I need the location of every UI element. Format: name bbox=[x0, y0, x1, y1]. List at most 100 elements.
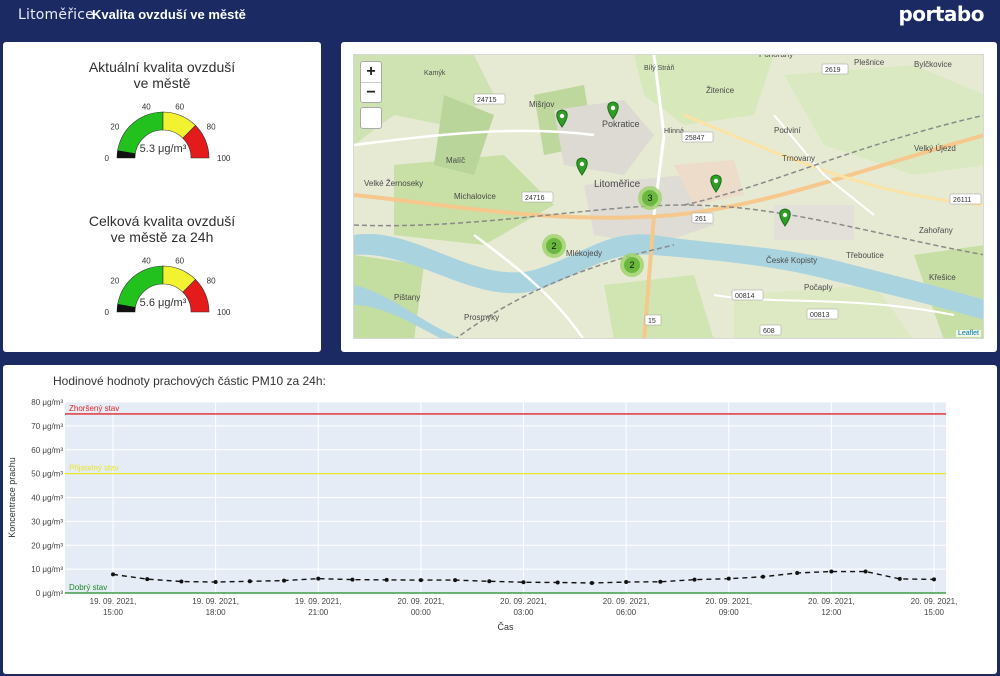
gauge-tick-label: 80 bbox=[207, 122, 216, 131]
x-tick-time: 09:00 bbox=[719, 608, 740, 617]
gauge-current: 0 20 40 60 80 100 5.3 μg/m³ bbox=[105, 103, 231, 163]
x-tick-time: 15:00 bbox=[924, 608, 945, 617]
data-point[interactable] bbox=[487, 579, 492, 584]
data-point[interactable] bbox=[350, 577, 355, 582]
data-point[interactable] bbox=[316, 576, 321, 581]
map-place-label: Pištany bbox=[394, 293, 420, 302]
data-point[interactable] bbox=[521, 580, 526, 585]
road-number-box bbox=[691, 212, 714, 224]
data-point[interactable] bbox=[897, 576, 902, 581]
data-point[interactable] bbox=[384, 577, 389, 582]
gauge-tick-label: 40 bbox=[142, 103, 151, 112]
x-tick-time: 06:00 bbox=[616, 608, 637, 617]
data-point[interactable] bbox=[658, 579, 663, 584]
map-overlay: Litoměřice Pokratice Mlékojedy České Kopist… bbox=[364, 55, 982, 336]
gauge-tick-label: 100 bbox=[217, 308, 231, 317]
road-number-label: 00814 bbox=[735, 293, 755, 300]
data-point[interactable] bbox=[760, 574, 765, 579]
gauge-band-2 bbox=[182, 279, 210, 313]
map-place-label: Pokratice bbox=[602, 119, 640, 129]
gauge-24h: 0 20 40 60 80 100 5.6 μg/m³ bbox=[105, 257, 231, 317]
portabo-logo[interactable]: portabo bbox=[898, 2, 984, 26]
road-number-label: 261 bbox=[695, 216, 707, 223]
station-marker-dot bbox=[610, 105, 616, 111]
data-point[interactable] bbox=[418, 578, 423, 583]
data-point[interactable] bbox=[179, 579, 184, 584]
gauge-tick-label: 60 bbox=[175, 257, 184, 266]
road-number-box bbox=[759, 324, 782, 336]
road-number-label: 00813 bbox=[810, 312, 830, 319]
chart-title: Hodinové hodnoty prachových částic PM10 … bbox=[53, 374, 326, 388]
map-attribution[interactable]: Leaflet bbox=[955, 330, 981, 337]
gauge-tick-label: 80 bbox=[207, 276, 216, 285]
marker-cluster[interactable] bbox=[546, 238, 562, 254]
station-marker-icon[interactable] bbox=[607, 101, 619, 120]
data-point[interactable] bbox=[213, 580, 218, 585]
data-point[interactable] bbox=[453, 578, 458, 583]
gauge-current-title-line1: Aktuální kvalita ovzduší bbox=[88, 59, 236, 75]
top-bar: Litoměřice Kvalita ovzduší ve městě port… bbox=[0, 0, 1000, 30]
station-marker-dot bbox=[782, 212, 788, 218]
data-point[interactable] bbox=[863, 569, 868, 574]
road-number-label: 24716 bbox=[525, 195, 545, 202]
x-tick-date: 20. 09. 2021, bbox=[500, 597, 547, 606]
station-marker-icon[interactable] bbox=[576, 157, 588, 176]
layers-control-button[interactable] bbox=[360, 107, 382, 129]
data-point[interactable] bbox=[282, 578, 287, 583]
marker-cluster[interactable] bbox=[642, 190, 658, 206]
gauge-value-text: 5.6 μg/m³ bbox=[140, 297, 187, 309]
data-point[interactable] bbox=[111, 572, 115, 577]
map-base[interactable] bbox=[354, 55, 984, 339]
map-place-label: Křešice bbox=[929, 273, 956, 282]
data-point[interactable] bbox=[829, 569, 834, 574]
road-number-box bbox=[521, 191, 554, 203]
map-panel: Litoměřice Pokratice Mlékojedy České Kopist… bbox=[341, 42, 997, 352]
city-logo[interactable]: Litoměřice bbox=[18, 7, 94, 23]
y-tick-label: 0 μg/m³ bbox=[36, 589, 64, 598]
gauge-24h-title-line2: ve městě za 24h bbox=[110, 229, 214, 245]
data-point[interactable] bbox=[555, 580, 560, 585]
road-number-box bbox=[949, 193, 982, 205]
data-point[interactable] bbox=[247, 579, 252, 584]
station-marker-icon[interactable] bbox=[556, 109, 568, 128]
x-tick-date: 20. 09. 2021, bbox=[603, 597, 650, 606]
gauge-value-text: 5.3 μg/m³ bbox=[140, 143, 187, 155]
map-view[interactable]: Litoměřice Pokratice Mlékojedy České Kopist… bbox=[353, 54, 984, 339]
x-tick-time: 18:00 bbox=[206, 608, 227, 617]
map-place-label: Plešnice bbox=[854, 58, 885, 67]
map-place-label: Mlékojedy bbox=[566, 249, 602, 258]
gauge-tick-label: 0 bbox=[105, 308, 110, 317]
x-tick-date: 20. 09. 2021, bbox=[705, 597, 752, 606]
x-tick-date: 19. 09. 2021, bbox=[192, 597, 239, 606]
chart-panel: Hodinové hodnoty prachových částic PM10 … bbox=[3, 365, 997, 674]
page-title: Kvalita ovzduší ve městě bbox=[92, 7, 246, 22]
road-number-box bbox=[731, 289, 764, 301]
data-point[interactable] bbox=[692, 577, 697, 582]
zoom-out-button[interactable]: − bbox=[361, 82, 381, 102]
y-tick-label: 20 μg/m³ bbox=[31, 541, 63, 550]
data-point[interactable] bbox=[932, 577, 936, 582]
gauge-24h-title-line1: Celková kvalita ovzduší bbox=[88, 213, 236, 229]
data-point[interactable] bbox=[624, 580, 629, 585]
map-place-label: Bylčkovice bbox=[914, 60, 952, 69]
data-point[interactable] bbox=[726, 576, 731, 581]
pm10-line-chart: 0 μg/m³ 10 μg/m³ 20 μg/m³ 30 μg/m³ 40 μg/m³ 5… bbox=[7, 398, 957, 632]
station-marker-dot bbox=[559, 113, 565, 119]
map-place-label: České Kopisty bbox=[766, 256, 817, 265]
map-place-label: Michalovice bbox=[454, 192, 496, 201]
station-marker-dot bbox=[579, 161, 585, 167]
station-marker-icon[interactable] bbox=[710, 174, 722, 193]
marker-cluster[interactable] bbox=[624, 257, 640, 273]
data-point[interactable] bbox=[145, 577, 150, 582]
map-place-label: Žitenice bbox=[706, 86, 735, 95]
zoom-control: + − bbox=[360, 61, 382, 103]
zoom-in-button[interactable]: + bbox=[366, 63, 376, 80]
gauge-tick-label: 20 bbox=[110, 276, 119, 285]
station-marker-icon[interactable] bbox=[779, 208, 791, 227]
data-point[interactable] bbox=[795, 570, 800, 575]
data-point[interactable] bbox=[589, 580, 594, 585]
x-tick-time: 21:00 bbox=[308, 608, 329, 617]
road-number-label: 24715 bbox=[477, 97, 497, 104]
cluster-count: 2 bbox=[551, 241, 556, 251]
x-axis-title: Čas bbox=[497, 622, 514, 632]
